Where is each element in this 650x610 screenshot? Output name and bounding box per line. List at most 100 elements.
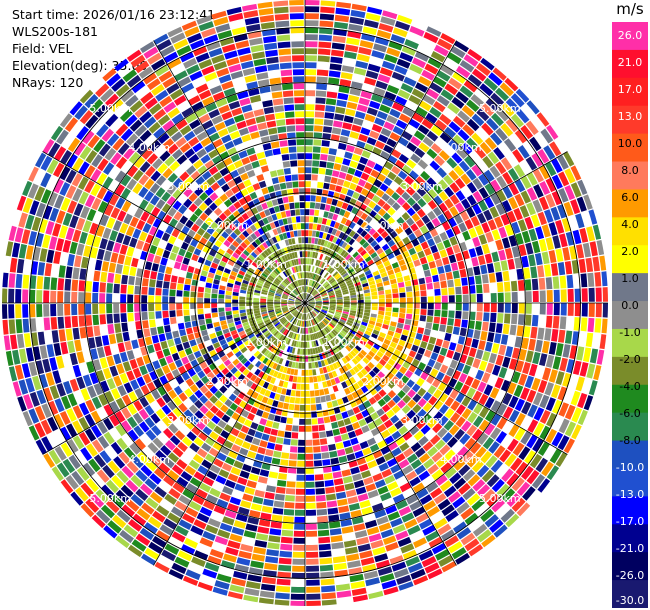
velocity-gate	[371, 295, 378, 300]
velocity-gate	[373, 204, 382, 213]
velocity-gate	[296, 146, 305, 153]
velocity-gate	[90, 493, 105, 508]
velocity-gate	[318, 287, 324, 292]
velocity-gate	[357, 296, 364, 300]
velocity-gate	[96, 248, 105, 260]
velocity-gate	[435, 549, 450, 561]
velocity-gate	[291, 332, 296, 339]
velocity-gate	[420, 296, 427, 303]
velocity-gate	[281, 255, 287, 262]
velocity-gate	[205, 282, 212, 289]
velocity-gate	[142, 373, 152, 384]
velocity-gate	[448, 121, 461, 133]
velocity-gate	[272, 507, 284, 515]
velocity-gate	[252, 182, 261, 191]
velocity-gate	[126, 350, 135, 361]
velocity-gate	[289, 453, 298, 460]
velocity-gate	[341, 526, 354, 534]
velocity-gate	[319, 431, 327, 438]
velocity-gate	[471, 460, 484, 473]
velocity-gate	[328, 292, 335, 296]
velocity-gate	[335, 293, 342, 297]
velocity-gate	[155, 450, 167, 462]
velocity-gate	[193, 437, 204, 447]
velocity-gate	[255, 409, 264, 417]
velocity-gate	[22, 274, 30, 289]
velocity-gate	[268, 326, 275, 332]
velocity-gate	[255, 360, 262, 368]
velocity-gate	[234, 248, 242, 256]
velocity-gate	[259, 244, 266, 251]
velocity-gate	[350, 294, 357, 298]
velocity-gate	[583, 347, 592, 363]
velocity-gate	[159, 150, 171, 162]
velocity-gate	[492, 67, 507, 81]
velocity-gate	[427, 199, 438, 210]
velocity-gate	[471, 378, 481, 390]
velocity-gate	[313, 376, 318, 383]
velocity-gate	[486, 263, 495, 274]
velocity-gate	[318, 167, 326, 175]
velocity-gate	[578, 258, 587, 273]
velocity-gate	[422, 391, 432, 402]
velocity-gate	[312, 310, 317, 316]
velocity-gate	[173, 385, 183, 396]
velocity-gate	[251, 261, 259, 268]
velocity-gate	[273, 450, 282, 458]
velocity-gate	[29, 318, 37, 332]
velocity-gate	[490, 413, 502, 426]
velocity-gate	[382, 212, 391, 221]
velocity-gate	[498, 249, 507, 261]
velocity-gate	[204, 197, 213, 207]
velocity-gate	[303, 313, 305, 320]
velocity-gate	[317, 361, 322, 368]
velocity-gate	[481, 222, 491, 234]
velocity-gate	[195, 83, 209, 94]
velocity-gate	[581, 288, 588, 302]
velocity-gate	[295, 502, 305, 509]
velocity-gate	[282, 281, 288, 287]
velocity-gate	[284, 239, 290, 246]
velocity-gate	[586, 226, 596, 242]
velocity-gate	[418, 277, 426, 285]
velocity-gate	[232, 299, 239, 303]
velocity-gate	[233, 33, 248, 43]
velocity-gate	[318, 331, 323, 338]
velocity-gate	[321, 329, 326, 336]
velocity-gate	[54, 446, 67, 461]
velocity-gate	[242, 230, 250, 238]
velocity-gate	[255, 332, 263, 338]
velocity-gate	[290, 160, 298, 167]
velocity-gate	[305, 306, 308, 313]
velocity-gate	[377, 173, 387, 182]
velocity-gate	[520, 387, 530, 400]
velocity-gate	[133, 425, 145, 437]
velocity-gate	[277, 324, 283, 330]
velocity-gate	[382, 221, 390, 230]
velocity-gate	[336, 306, 343, 309]
velocity-gate	[221, 43, 236, 53]
velocity-gate	[57, 316, 65, 329]
colorbar-segment	[612, 496, 648, 525]
velocity-gate	[414, 51, 430, 62]
velocity-gate	[187, 32, 203, 44]
velocity-gate	[240, 543, 254, 553]
velocity-gate	[545, 354, 555, 368]
velocity-gate	[455, 343, 464, 353]
velocity-gate	[195, 488, 208, 499]
velocity-gate	[187, 245, 196, 253]
velocity-gate	[433, 517, 448, 530]
velocity-gate	[202, 500, 216, 511]
velocity-gate	[426, 481, 439, 493]
velocity-gate	[234, 280, 242, 286]
velocity-gate	[306, 265, 309, 272]
velocity-gate	[526, 100, 540, 115]
velocity-gate	[233, 460, 244, 469]
velocity-gate	[544, 161, 557, 177]
velocity-gate	[270, 253, 276, 261]
velocity-gate	[436, 95, 450, 107]
velocity-gate	[292, 245, 297, 252]
velocity-gate	[107, 133, 120, 147]
velocity-gate	[262, 242, 269, 249]
velocity-gate	[505, 118, 519, 133]
